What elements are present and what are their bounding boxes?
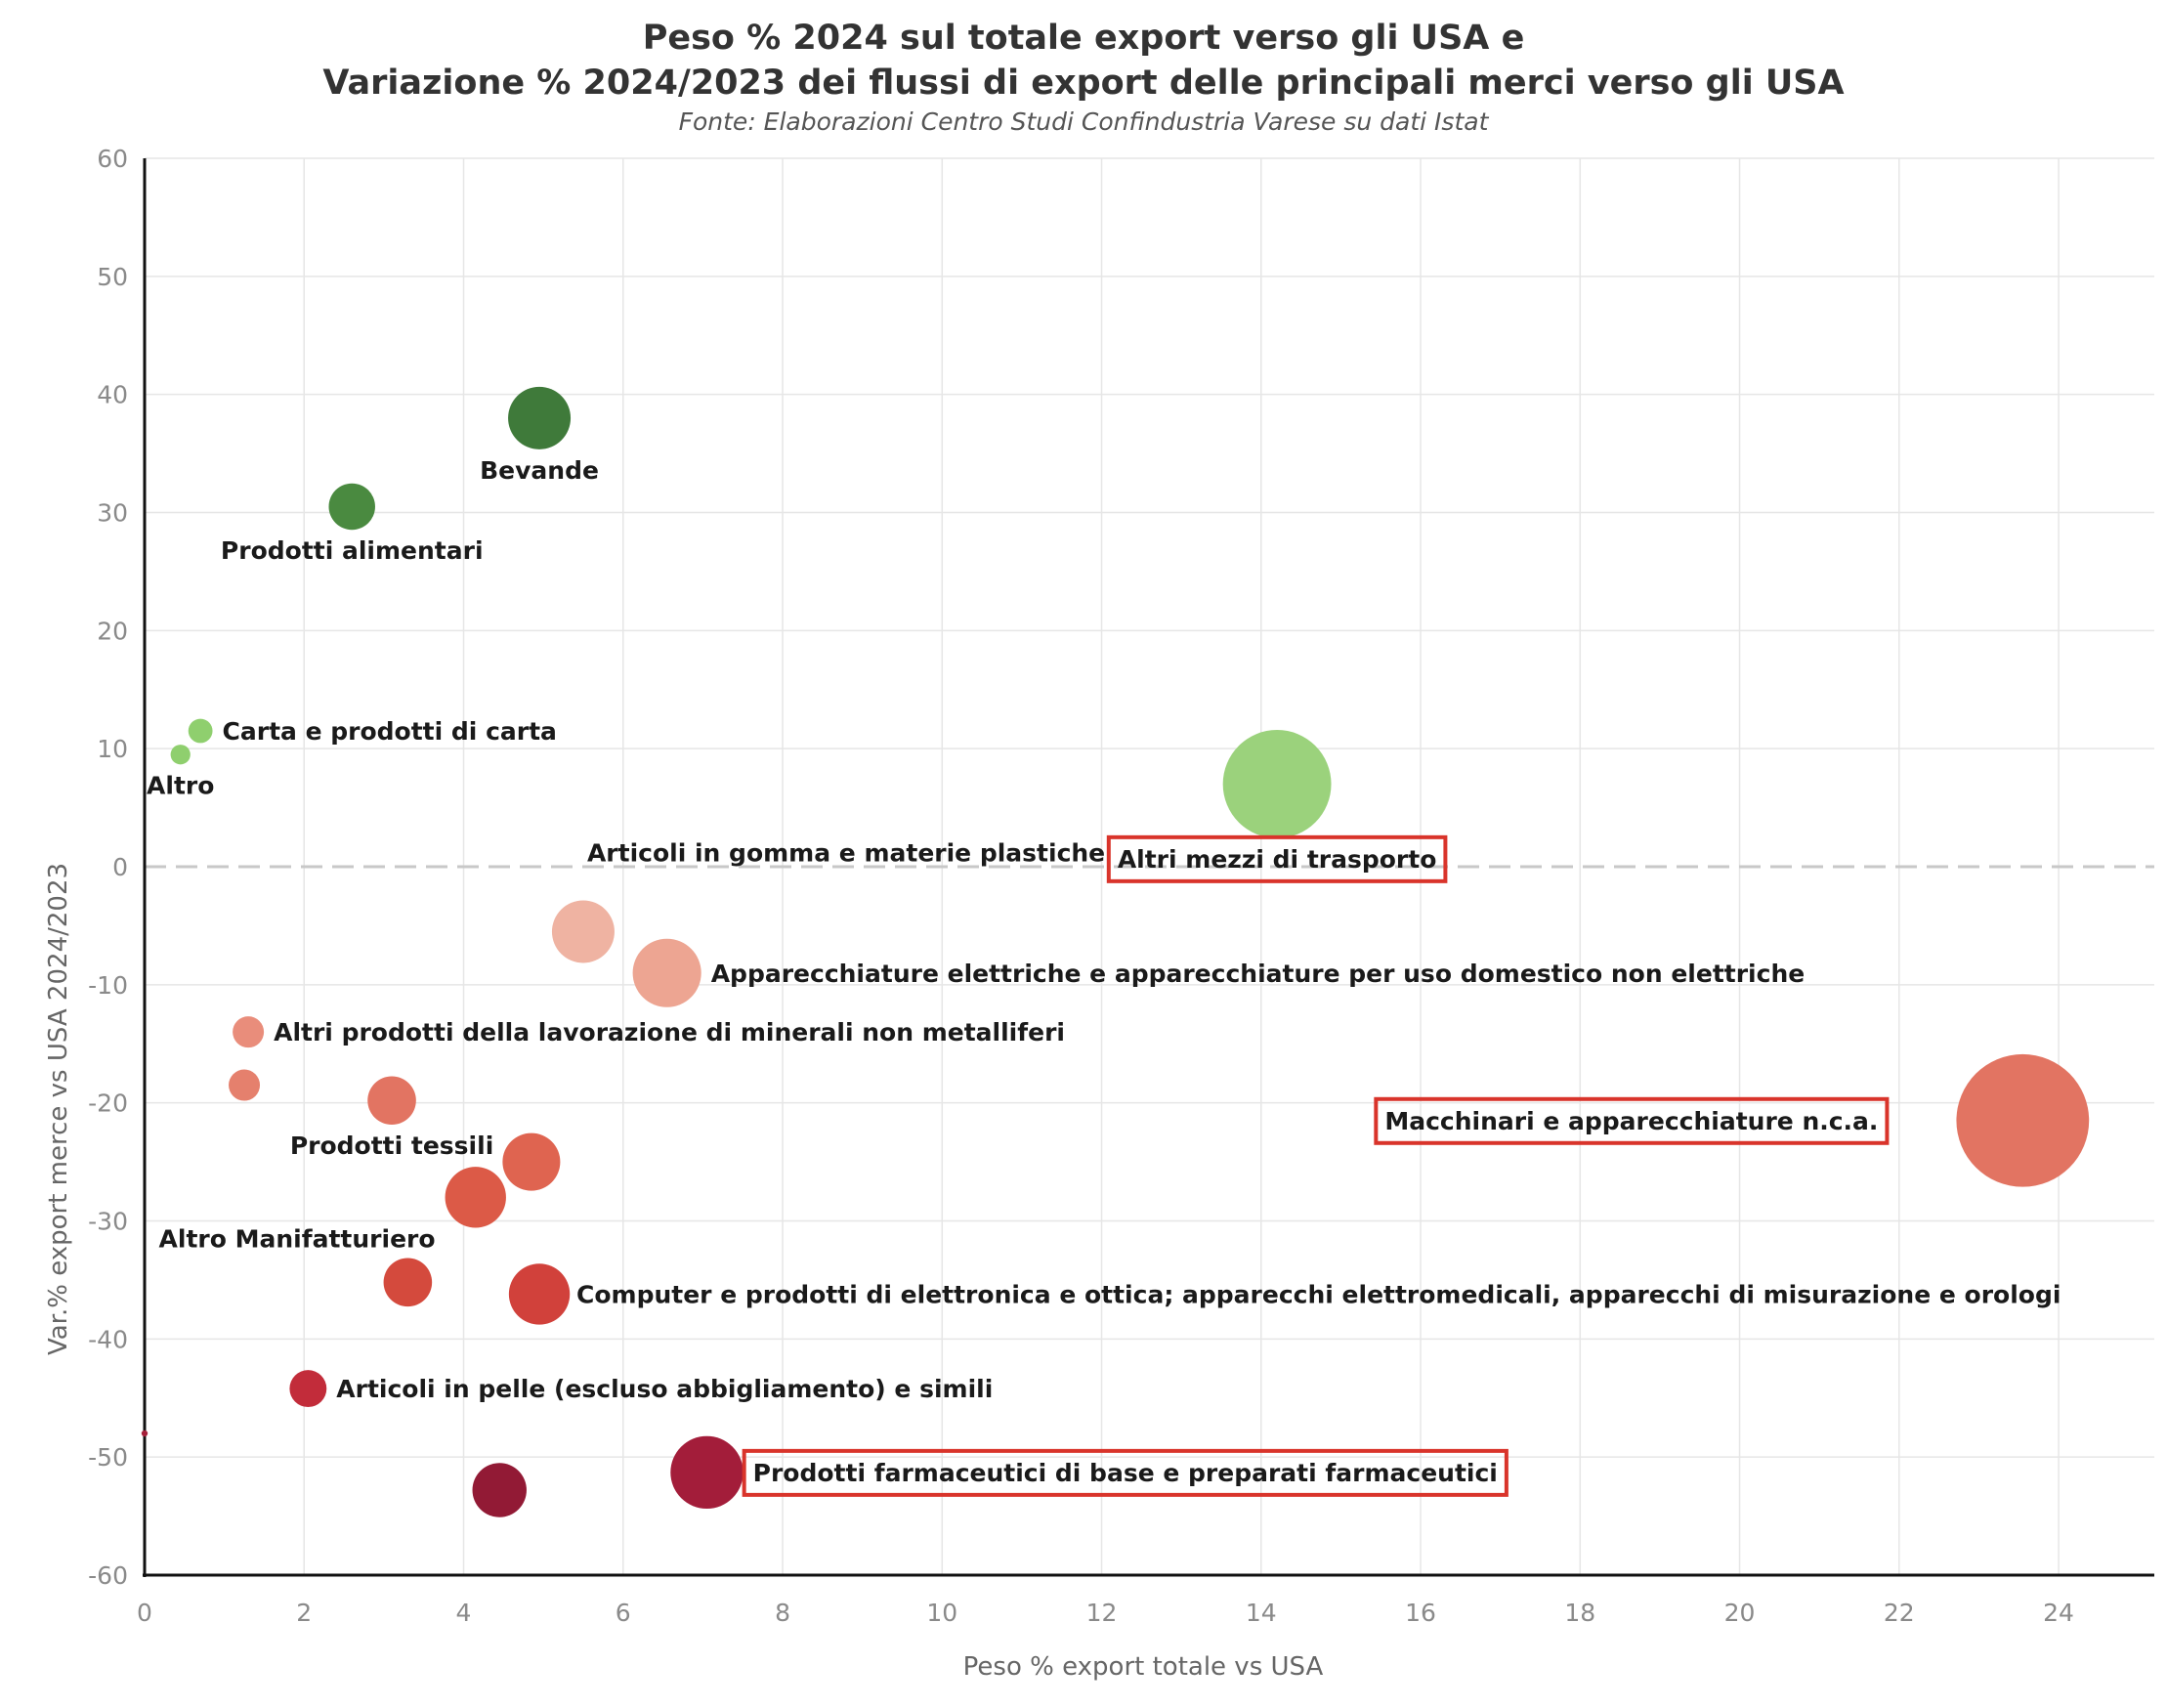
y-tick-label: 40 bbox=[97, 381, 128, 409]
x-tick-label: 12 bbox=[1086, 1599, 1118, 1627]
x-tick-label: 20 bbox=[1724, 1599, 1756, 1627]
x-tick-label: 18 bbox=[1564, 1599, 1595, 1627]
bubble-point bbox=[670, 1435, 744, 1510]
x-tick-label: 2 bbox=[296, 1599, 312, 1627]
point-label: Articoli in gomma e materie plastiche bbox=[587, 838, 1105, 867]
x-tick-label: 22 bbox=[1884, 1599, 1915, 1627]
x-tick-label: 10 bbox=[926, 1599, 957, 1627]
data-points bbox=[141, 386, 2090, 1517]
x-tick-label: 16 bbox=[1405, 1599, 1436, 1627]
bubble-point bbox=[1222, 729, 1332, 838]
bubble-point bbox=[551, 900, 615, 963]
bubble-point bbox=[170, 745, 191, 765]
y-tick-label: -10 bbox=[88, 971, 128, 1000]
point-label: Prodotti alimentari bbox=[221, 536, 484, 565]
x-tick-label: 6 bbox=[616, 1599, 631, 1627]
highlight-box bbox=[1374, 1096, 1890, 1145]
y-tick-label: 0 bbox=[112, 853, 128, 881]
bubble-point bbox=[632, 938, 701, 1007]
y-tick-label: 10 bbox=[97, 735, 128, 763]
y-tick-label: 30 bbox=[97, 499, 128, 528]
point-label: Macchinari e apparecchiature n.c.a. bbox=[1384, 1107, 1878, 1135]
axes: 0 2 4 6 8 10 12 14 16 18 20 22 246050403020100-10-20… bbox=[88, 145, 2154, 1627]
point-labels: Bevande Prodotti alimentari Carta e prodot… bbox=[147, 456, 2061, 1497]
x-tick-label: 24 bbox=[2043, 1599, 2074, 1627]
bubble-point bbox=[328, 483, 375, 531]
x-tick-label: 8 bbox=[775, 1599, 790, 1627]
point-label: Carta e prodotti di carta bbox=[223, 717, 557, 746]
bubble-point bbox=[383, 1258, 433, 1307]
bubble-point bbox=[508, 1263, 571, 1325]
point-label: Altro Manifatturiero bbox=[159, 1225, 436, 1254]
bubble-point bbox=[508, 386, 572, 449]
point-label: Prodotti tessili bbox=[290, 1132, 493, 1160]
bubble-point bbox=[233, 1016, 265, 1048]
bubble-point bbox=[445, 1167, 506, 1228]
y-tick-label: -20 bbox=[88, 1089, 128, 1118]
bubble-point bbox=[141, 1430, 149, 1437]
x-tick-label: 0 bbox=[137, 1599, 152, 1627]
point-label: Altri mezzi di trasporto bbox=[1118, 845, 1437, 874]
chart-title-line-2: Variazione % 2024/2023 dei flussi di exp… bbox=[322, 64, 1844, 103]
point-label: Computer e prodotti di elettronica e ott… bbox=[576, 1280, 2061, 1308]
y-tick-label: 60 bbox=[97, 145, 128, 173]
highlight-box bbox=[1106, 834, 1448, 883]
highlight-box bbox=[742, 1448, 1508, 1497]
bubble-point bbox=[229, 1069, 261, 1101]
x-tick-label: 4 bbox=[456, 1599, 472, 1627]
y-tick-label: -50 bbox=[88, 1443, 128, 1472]
point-label: Articoli in pelle (escluso abbigliamento… bbox=[336, 1375, 993, 1403]
chart-title-line-1: Peso % 2024 sul totale export verso gli … bbox=[643, 19, 1525, 58]
point-label: Bevande bbox=[480, 456, 599, 485]
point-label: Apparecchiature elettriche e apparecchia… bbox=[711, 960, 1806, 988]
y-tick-label: -40 bbox=[88, 1325, 128, 1353]
y-tick-label: 20 bbox=[97, 617, 128, 645]
point-label: Altri prodotti della lavorazione di mine… bbox=[274, 1018, 1065, 1046]
point-label: Altro bbox=[147, 771, 214, 799]
bubble-point bbox=[188, 718, 213, 744]
chart-subtitle: Fonte: Elaborazioni Centro Studi Confind… bbox=[679, 107, 1490, 136]
x-tick-label: 14 bbox=[1246, 1599, 1277, 1627]
bubble-point bbox=[367, 1076, 416, 1126]
y-tick-label: -60 bbox=[88, 1561, 128, 1590]
point-label: Prodotti farmaceutici di base e preparat… bbox=[753, 1459, 1498, 1487]
y-tick-label: 50 bbox=[97, 263, 128, 291]
x-axis-title: Peso % export totale vs USA bbox=[963, 1652, 1324, 1682]
bubble-point bbox=[289, 1370, 327, 1408]
y-axis-title: Var.% export merce vs USA 2024/2023 bbox=[44, 863, 73, 1355]
gridlines bbox=[145, 157, 2154, 1575]
bubble-point bbox=[1956, 1053, 2090, 1187]
y-tick-label: -30 bbox=[88, 1208, 128, 1236]
bubble-point bbox=[502, 1132, 561, 1191]
bubble-point bbox=[472, 1463, 527, 1517]
